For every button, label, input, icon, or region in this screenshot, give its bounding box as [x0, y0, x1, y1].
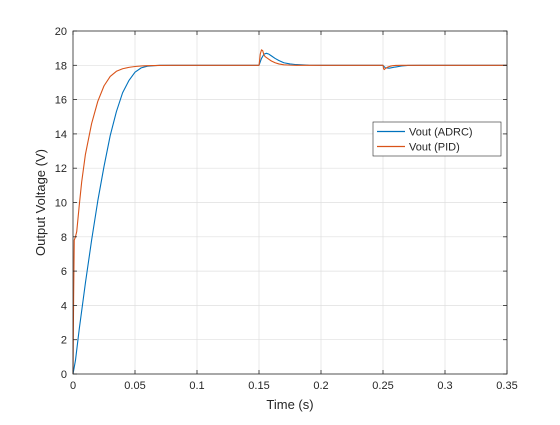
y-tick-label: 8: [61, 232, 67, 244]
x-tick-label: 0.15: [248, 380, 269, 392]
y-tick-label: 2: [61, 335, 67, 347]
x-axis-title: Time (s): [266, 397, 313, 412]
y-tick-label: 20: [55, 26, 67, 38]
y-tick-label: 16: [55, 95, 67, 107]
series-line-pid: [72, 49, 507, 375]
y-tick-label: 4: [61, 300, 67, 312]
series-lines: [72, 49, 507, 375]
legend-label-pid: Vout (PID): [409, 142, 460, 154]
x-tick-label: 0: [70, 380, 76, 392]
x-tick-label: 0.2: [313, 380, 328, 392]
y-tick-label: 18: [55, 60, 67, 72]
axis-ticks: 0 0.05 0.1 0.15 0.2 0.25 0.3 0.35 0 2 4 6 8 10 12 14 16 1…: [55, 26, 518, 392]
x-tick-label: 0.25: [372, 380, 393, 392]
y-axis-title: Output Voltage (V): [33, 149, 48, 256]
y-tick-label: 6: [61, 266, 67, 278]
y-tick-label: 10: [55, 198, 67, 210]
y-tick-label: 0: [61, 369, 67, 381]
legend-label-adrc: Vout (ADRC): [409, 127, 473, 139]
legend-box: [372, 121, 502, 157]
x-tick-label: 0.35: [496, 380, 517, 392]
y-tick-label: 12: [55, 163, 67, 175]
y-tick-label: 14: [55, 129, 67, 141]
x-tick-label: 0.05: [124, 380, 145, 392]
legend[interactable]: Vout (ADRC) Vout (PID): [372, 121, 502, 157]
x-tick-label: 0.1: [189, 380, 204, 392]
x-tick-label: 0.3: [437, 380, 452, 392]
